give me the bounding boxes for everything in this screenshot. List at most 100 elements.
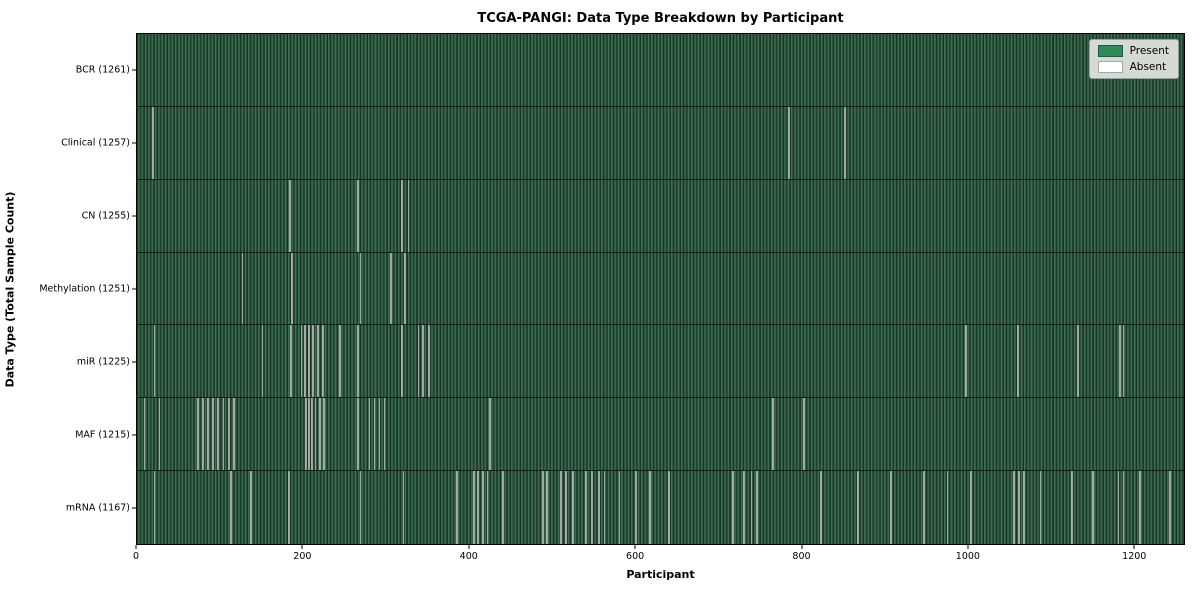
absent-stripe [373, 398, 376, 471]
absent-stripe [304, 398, 307, 471]
absent-stripe [486, 471, 489, 544]
absent-stripe [288, 471, 290, 544]
legend: Present Absent [1088, 39, 1179, 79]
absent-stripe [802, 398, 805, 471]
absent-stripe [241, 252, 244, 325]
absent-stripe [289, 325, 292, 398]
heatmap-row-maf [137, 398, 1184, 472]
legend-swatch-absent [1097, 61, 1123, 73]
heatmap-row-mrna [137, 471, 1184, 544]
absent-stripe [597, 471, 600, 544]
y-tick-mark [132, 507, 136, 509]
x-tick-mark [967, 545, 969, 549]
absent-stripe [314, 398, 317, 471]
y-tick-label-cn: CN (1255) [81, 210, 130, 222]
y-tick-mark [132, 361, 136, 363]
absent-stripe [311, 398, 314, 471]
absent-stripe [318, 398, 321, 471]
plot-area [136, 33, 1185, 545]
heatmap-row-bcr [137, 34, 1184, 107]
absent-stripe [196, 398, 199, 471]
absent-stripe [417, 325, 420, 398]
x-axis-tick-labels: 0 200 400 600 800 1000 1200 [133, 545, 1185, 575]
absent-stripe [153, 471, 156, 544]
absent-stripe [421, 325, 424, 398]
absent-stripe [228, 398, 231, 471]
absent-stripe [383, 398, 386, 471]
x-tick-label-600: 600 [626, 551, 645, 562]
y-tick-mark [132, 434, 136, 436]
absent-stripe [542, 471, 544, 544]
legend-swatch-present [1097, 45, 1123, 57]
x-tick-label-1000: 1000 [955, 551, 980, 562]
x-tick-mark [634, 545, 636, 549]
x-tick-label-1200: 1200 [1122, 551, 1147, 562]
absent-stripe [756, 471, 759, 544]
absent-stripe [1022, 471, 1025, 544]
absent-stripe [743, 471, 745, 544]
absent-stripe [890, 471, 892, 544]
absent-stripe [572, 471, 574, 544]
chart-title: TCGA-PANGI: Data Type Breakdown by Parti… [477, 11, 844, 26]
absent-stripe [1076, 325, 1079, 398]
y-tick-label-bcr: BCR (1261) [75, 64, 130, 76]
y-axis-label: Data Type (Total Sample Count) [3, 191, 17, 388]
absent-stripe [856, 471, 859, 544]
absent-stripe [560, 471, 563, 544]
absent-stripe [378, 398, 381, 471]
absent-stripe [750, 471, 753, 544]
absent-stripe [969, 471, 972, 544]
y-axis-tick-labels: BCR (1261) Clinical (1257) CN (1255) Methyl… [0, 33, 130, 545]
absent-stripe [288, 179, 291, 252]
absent-stripe [211, 398, 214, 471]
x-tick-mark [135, 545, 137, 549]
y-tick-label-methylation: Methylation (1251) [39, 283, 130, 295]
absent-stripe [618, 471, 621, 544]
x-axis-label: Participant [626, 568, 695, 581]
absent-stripe [401, 325, 403, 398]
absent-stripe [222, 398, 225, 471]
absent-stripe [1017, 471, 1020, 544]
y-tick-mark [132, 69, 136, 71]
y-tick-label-mrna: mRNA (1167) [65, 502, 130, 514]
absent-stripe [308, 325, 310, 398]
x-tick-mark [801, 545, 802, 549]
absent-stripe [158, 398, 161, 471]
x-tick-label-400: 400 [459, 551, 478, 562]
absent-stripe [368, 398, 371, 471]
y-tick-mark [132, 142, 136, 144]
absent-stripe [357, 325, 359, 398]
y-tick-label-maf: MAF (1215) [75, 429, 130, 441]
legend-item-absent: Absent [1097, 61, 1169, 73]
absent-stripe [502, 471, 505, 544]
absent-stripe [1119, 325, 1122, 398]
absent-stripe [946, 471, 949, 544]
absent-stripe [603, 471, 606, 544]
x-tick-mark [468, 545, 470, 549]
absent-stripe [401, 179, 403, 252]
absent-stripe [489, 398, 491, 471]
absent-stripe [1071, 471, 1073, 544]
absent-stripe [322, 398, 325, 471]
absent-stripe [964, 325, 967, 398]
absent-stripe [216, 398, 219, 471]
absent-stripe [477, 471, 480, 544]
absent-stripe [546, 471, 549, 544]
absent-stripe [482, 471, 485, 544]
absent-stripe [261, 325, 264, 398]
absent-stripe [1169, 471, 1171, 544]
absent-stripe [455, 471, 458, 544]
absent-stripe [649, 471, 652, 544]
x-tick-mark [1133, 545, 1135, 549]
absent-stripe [390, 252, 393, 325]
absent-stripe [923, 471, 926, 544]
x-tick-label-800: 800 [792, 551, 811, 562]
absent-stripe [428, 325, 431, 398]
absent-stripe [153, 325, 156, 398]
heatmap-row-methylation [137, 252, 1184, 326]
absent-stripe [668, 471, 671, 544]
heatmap-row-mir [137, 325, 1184, 399]
absent-stripe [357, 398, 359, 471]
absent-stripe [357, 179, 359, 252]
absent-stripe [404, 252, 407, 325]
